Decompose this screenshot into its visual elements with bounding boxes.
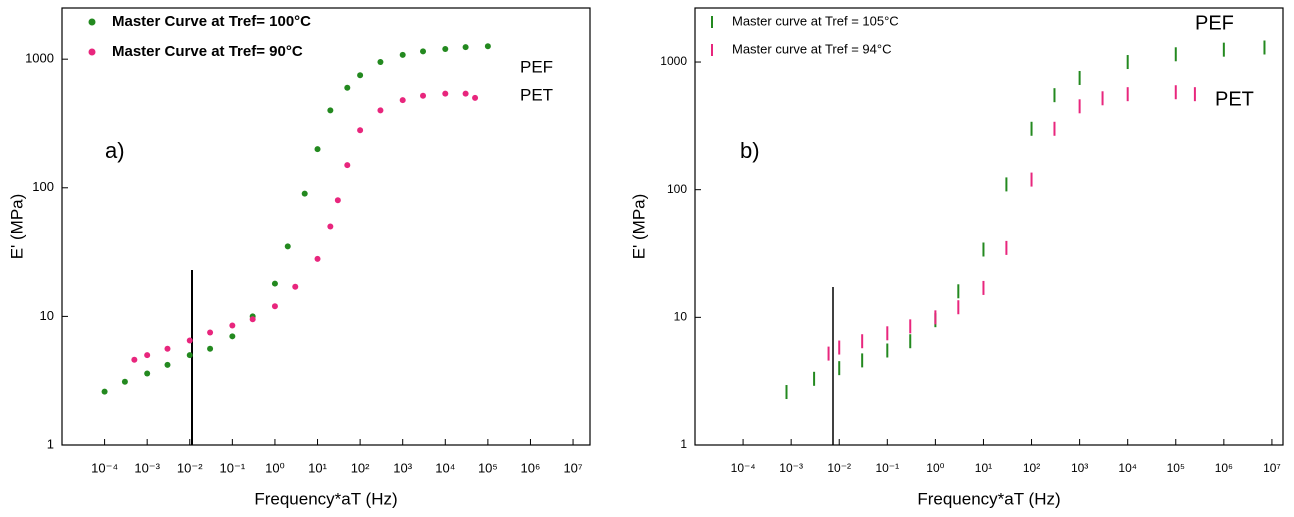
x-tick-label: 10⁻²	[827, 461, 851, 475]
annotation: PEF	[520, 57, 553, 76]
data-point	[357, 72, 364, 79]
x-tick-label: 10⁰	[926, 461, 944, 475]
data-point	[271, 280, 278, 287]
x-tick-label: 10¹	[308, 460, 327, 475]
x-tick-label: 10⁷	[1263, 461, 1281, 475]
data-point	[186, 337, 193, 344]
x-tick-label: 10⁶	[1215, 461, 1233, 475]
data-point	[186, 352, 193, 359]
x-tick-label: 10²	[351, 460, 370, 475]
data-point	[442, 45, 449, 52]
legend-marker	[88, 48, 96, 56]
data-point	[284, 243, 291, 250]
annotation: PET	[520, 85, 553, 104]
data-point	[462, 44, 469, 51]
x-tick-label: 10⁻³	[134, 460, 160, 475]
data-point	[420, 92, 427, 99]
data-point	[301, 190, 308, 197]
data-point	[229, 333, 236, 340]
x-tick-label: 10⁵	[1167, 461, 1185, 475]
x-tick-label: 10⁻⁴	[731, 461, 756, 475]
data-point	[442, 90, 449, 97]
legend-label: Master curve at Tref = 94°C	[732, 41, 891, 56]
data-point	[207, 329, 214, 336]
legend-label: Master Curve at Tref= 90°C	[112, 43, 303, 60]
data-point	[229, 322, 236, 329]
data-point	[334, 197, 341, 204]
data-point	[472, 94, 479, 101]
data-point	[121, 378, 128, 385]
x-tick-label: 10¹	[975, 461, 992, 475]
plot-frame	[61, 7, 591, 446]
x-axis-label: Frequency*aT (Hz)	[917, 489, 1060, 508]
annotation: PET	[1215, 88, 1254, 110]
data-point	[327, 223, 334, 230]
data-point	[144, 370, 151, 377]
x-tick-label: 10⁻¹	[875, 461, 899, 475]
data-point	[207, 345, 214, 352]
annotation: PEF	[1195, 12, 1234, 34]
data-point	[144, 352, 151, 359]
y-tick-label: 10	[40, 308, 54, 323]
x-tick-label: 10⁵	[478, 460, 498, 475]
data-point	[314, 146, 321, 153]
data-point	[292, 283, 299, 290]
x-axis-label: Frequency*aT (Hz)	[254, 489, 397, 508]
x-tick-label: 10⁷	[563, 460, 582, 475]
y-tick-label: 1000	[660, 54, 687, 68]
annotation: b)	[740, 138, 760, 163]
plot-frame	[694, 7, 1284, 446]
y-tick-label: 1000	[25, 51, 54, 66]
data-point	[484, 43, 491, 50]
data-point	[327, 107, 334, 114]
data-point	[271, 303, 278, 310]
x-tick-label: 10⁻¹	[220, 460, 246, 475]
x-tick-label: 10⁴	[435, 460, 455, 475]
data-point	[399, 97, 406, 104]
x-tick-label: 10⁻³	[779, 461, 803, 475]
y-tick-label: 100	[32, 179, 54, 194]
x-tick-label: 10³	[1071, 461, 1088, 475]
data-point	[344, 84, 351, 91]
legend-marker	[88, 18, 96, 26]
data-point	[420, 48, 427, 55]
data-point	[101, 388, 108, 395]
x-tick-label: 10⁰	[265, 460, 285, 475]
data-point	[344, 162, 351, 169]
x-tick-label: 10³	[393, 460, 412, 475]
y-tick-label: 1	[680, 437, 687, 451]
legend-label: Master curve at Tref = 105°C	[732, 13, 899, 28]
y-axis-label: E' (MPa)	[629, 194, 648, 260]
data-point	[249, 316, 256, 323]
data-point	[399, 51, 406, 58]
data-point	[164, 345, 171, 352]
data-point	[164, 361, 171, 368]
y-axis-label: E' (MPa)	[7, 194, 26, 260]
data-point	[357, 127, 364, 134]
data-point	[462, 90, 469, 97]
x-tick-label: 10⁻⁴	[91, 460, 118, 475]
y-tick-label: 100	[667, 182, 687, 196]
data-point	[131, 356, 138, 363]
x-tick-label: 10⁴	[1118, 461, 1137, 475]
data-point	[377, 59, 384, 66]
legend-label: Master Curve at Tref= 100°C	[112, 13, 311, 30]
data-point	[314, 255, 321, 262]
y-tick-label: 10	[674, 310, 688, 324]
data-point	[377, 107, 384, 114]
x-tick-label: 10⁶	[521, 460, 541, 475]
y-tick-label: 1	[47, 436, 54, 451]
x-tick-label: 10⁻²	[177, 460, 203, 475]
annotation: a)	[105, 138, 125, 163]
x-tick-label: 10²	[1023, 461, 1040, 475]
